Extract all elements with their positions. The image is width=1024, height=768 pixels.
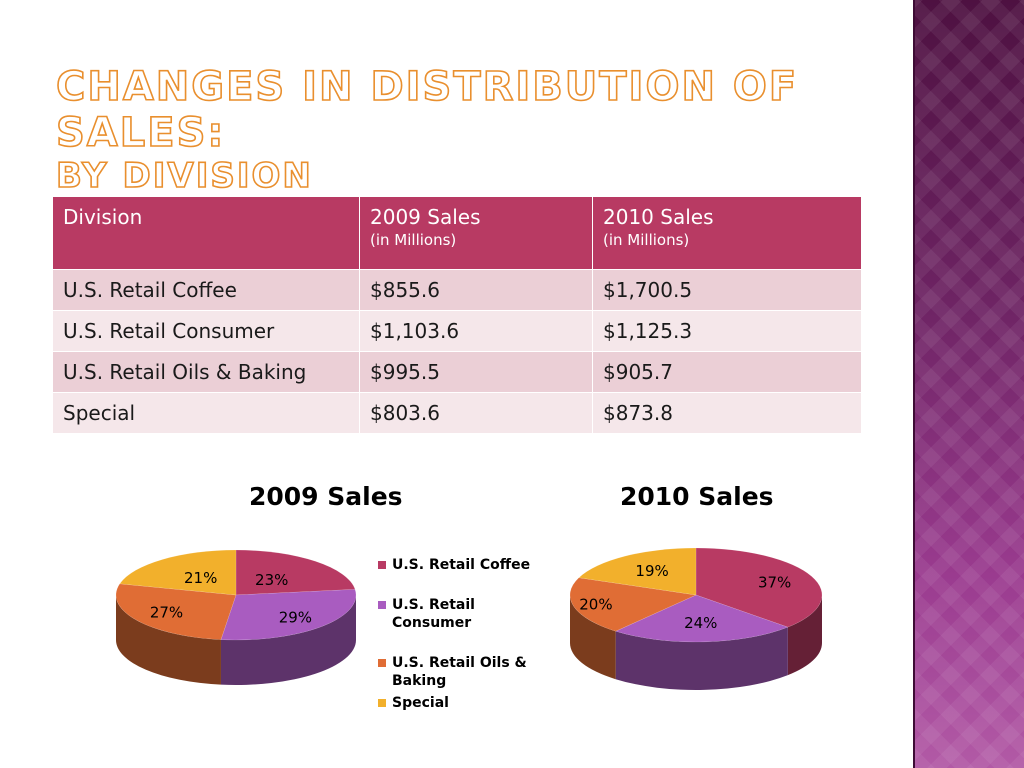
- legend-swatch: [378, 699, 386, 707]
- pie-side-wall: [116, 595, 221, 685]
- sales-table: Division 2009 Sales (in Millions) 2010 S…: [52, 196, 862, 434]
- pie-slice: [115, 583, 237, 640]
- table-cell: $1,125.3: [592, 310, 862, 352]
- pie-data-label: 27%: [150, 604, 183, 622]
- pie-side-wall: [615, 627, 788, 690]
- pie-data-label: 29%: [279, 608, 312, 626]
- header-2010-sales: 2010 Sales (in Millions): [592, 196, 862, 270]
- table-cell: $1,103.6: [359, 310, 593, 352]
- pie-data-label: 20%: [579, 596, 612, 614]
- table-header-row: Division 2009 Sales (in Millions) 2010 S…: [52, 196, 862, 270]
- header-sublabel: (in Millions): [603, 231, 690, 249]
- legend-item: Special: [378, 694, 558, 712]
- chart-title-2009: 2009 Sales: [249, 482, 403, 511]
- pie-data-label: 21%: [184, 569, 217, 587]
- pie-data-label: 19%: [635, 562, 668, 580]
- pie-slice: [119, 549, 237, 596]
- table-cell: U.S. Retail Coffee: [52, 269, 360, 311]
- legend-label: U.S. Retail Coffee: [392, 557, 531, 573]
- pie-slice: [569, 577, 697, 632]
- pie-slice: [695, 547, 823, 628]
- table-row: U.S. Retail Consumer $1,103.6 $1,125.3: [52, 310, 862, 352]
- chart-title-2010: 2010 Sales: [620, 482, 774, 511]
- pie-data-label: 37%: [758, 573, 791, 591]
- chart-legend: U.S. Retail Coffee U.S. Retail Consumer …: [378, 556, 558, 712]
- decorative-side-band: [913, 0, 1024, 768]
- legend-item: U.S. Retail Oils & Baking: [378, 654, 542, 690]
- table-cell: $855.6: [359, 269, 593, 311]
- header-2009-sales: 2009 Sales (in Millions): [359, 196, 593, 270]
- pie-data-label: 23%: [255, 571, 288, 589]
- pie-chart-2010: 37% 24% 20% 19%: [569, 547, 823, 690]
- table-cell: $995.5: [359, 351, 593, 393]
- table-cell: Special: [52, 392, 360, 434]
- legend-swatch: [378, 601, 386, 609]
- header-label: 2010 Sales: [603, 205, 714, 229]
- legend-label: Special: [392, 695, 449, 711]
- slide-title-line1: Changes in Distribution of Sales:: [55, 63, 799, 157]
- table-row: Special $803.6 $873.8: [52, 392, 862, 434]
- table-cell: $1,700.5: [592, 269, 862, 311]
- header-label: 2009 Sales: [370, 205, 481, 229]
- pie-slice: [220, 589, 357, 641]
- table-cell: $873.8: [592, 392, 862, 434]
- pie-side-wall: [787, 595, 822, 676]
- table-row: U.S. Retail Oils & Baking $995.5 $905.7: [52, 351, 862, 393]
- header-division: Division: [52, 196, 360, 270]
- table-cell: U.S. Retail Oils & Baking: [52, 351, 360, 393]
- table-row: U.S. Retail Coffee $855.6 $1,700.5: [52, 269, 862, 311]
- pie-data-label: 24%: [684, 614, 717, 632]
- pie-side-wall: [220, 595, 356, 685]
- table-cell: $905.7: [592, 351, 862, 393]
- header-sublabel: (in Millions): [370, 231, 457, 249]
- header-label: Division: [63, 205, 143, 229]
- table-cell: U.S. Retail Consumer: [52, 310, 360, 352]
- pie-side-wall: [570, 595, 616, 680]
- slide-title-line2: By Division: [55, 155, 313, 197]
- slide-title: Changes in Distribution of Sales: By Div…: [55, 63, 906, 197]
- pie-slice: [235, 549, 356, 596]
- pie-slice: [614, 594, 789, 643]
- legend-swatch: [378, 659, 386, 667]
- pie-chart-2009: 23% 29% 27%21%: [115, 549, 357, 685]
- pie-slice: [578, 547, 697, 596]
- table-cell: $803.6: [359, 392, 593, 434]
- legend-label: U.S. Retail Oils & Baking: [392, 655, 527, 689]
- legend-item: U.S. Retail Coffee: [378, 556, 558, 574]
- legend-label: U.S. Retail Consumer: [392, 597, 475, 631]
- legend-swatch: [378, 561, 386, 569]
- legend-item: U.S. Retail Consumer: [378, 596, 558, 632]
